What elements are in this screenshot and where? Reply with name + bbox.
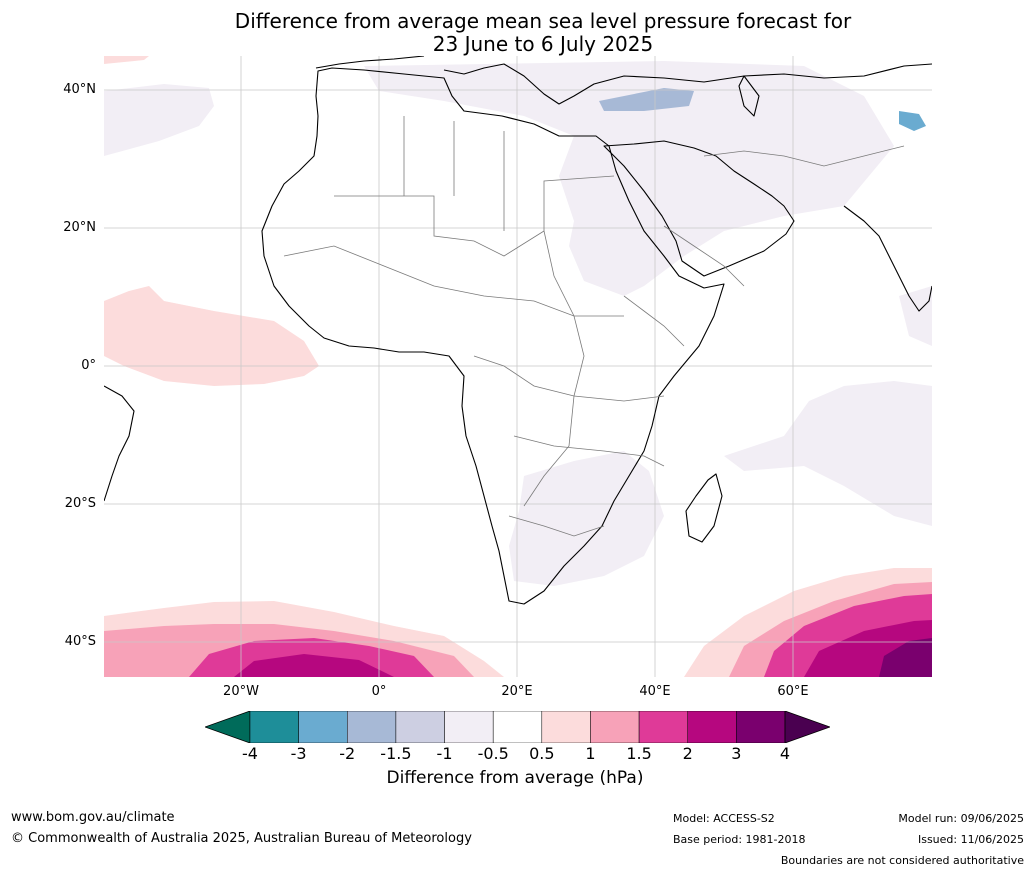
shade-negative-middle-east: [364, 61, 894, 296]
colorbar-tick-label: -0.5: [477, 744, 509, 763]
shade-positive-north-edge: [104, 56, 149, 64]
coastlines: [104, 56, 932, 605]
madagascar-coastline: [685, 473, 723, 543]
footer-base-period: Base period: 1981-2018: [673, 833, 806, 846]
lat-tick-20n: 20°N: [63, 220, 96, 235]
colorbar-cell: [541, 711, 591, 743]
shade-negative-arabian: [899, 286, 932, 346]
lon-tick-60e: 60°E: [777, 684, 809, 699]
shade-negative-indian-ocean: [724, 381, 932, 526]
colorbar-title: Difference from average (hPa): [386, 768, 644, 788]
lon-tick-20w: 20°W: [223, 684, 259, 699]
lon-tick-40e: 40°E: [639, 684, 671, 699]
footer-website[interactable]: www.bom.gov.au/climate: [11, 810, 175, 825]
colorbar-cell: [395, 711, 445, 743]
title-line-2: 23 June to 6 July 2025: [432, 32, 654, 56]
lat-tick-40n: 40°N: [63, 82, 96, 97]
colorbar-cell: [444, 711, 494, 743]
colorbar-cell: [590, 711, 640, 743]
india-coastline: [843, 205, 932, 312]
shade-negative-east-med: [599, 88, 694, 111]
lat-tick-20s: 20°S: [64, 496, 96, 511]
anomaly-shading: [104, 56, 932, 677]
colorbar-tick-label: -1: [436, 744, 453, 763]
colorbar-cell: [347, 711, 397, 743]
colorbar-cell: [492, 711, 543, 743]
colorbar-tick-label: -2: [339, 744, 356, 763]
footer-issued: Issued: 11/06/2025: [917, 833, 1024, 846]
colorbar-tick-label: 0.5: [529, 744, 555, 763]
colorbar-cell: [687, 711, 737, 743]
footer-copyright: © Commonwealth of Australia 2025, Austra…: [11, 831, 472, 846]
colorbar: [205, 711, 830, 743]
lon-tick-0: 0°: [371, 684, 387, 699]
shade-positive-equatorial-atlantic: [104, 286, 319, 386]
footer-model-run: Model run: 09/06/2025: [898, 812, 1024, 825]
colorbar-tick-label: -4: [242, 744, 258, 763]
colorbar-cell: [249, 711, 299, 743]
footer-disclaimer: Boundaries are not considered authoritat…: [780, 854, 1024, 867]
colorbar-cell: [638, 711, 688, 743]
colorbar-tick-label: -1.5: [380, 744, 412, 763]
map-title: Difference from average mean sea level p…: [0, 10, 1035, 56]
colorbar-arrow-low: [205, 711, 251, 743]
map-panel: [104, 56, 932, 677]
colorbar-tick-label: 1.5: [626, 744, 652, 763]
lon-tick-20e: 20°E: [501, 684, 533, 699]
shade-negative-tibet: [899, 111, 926, 131]
colorbar-cell: [298, 711, 348, 743]
country-borders: [283, 116, 905, 537]
south-america-coastline: [104, 385, 135, 502]
africa-coastline: [261, 67, 725, 605]
shade-positive4-south-atlantic: [234, 654, 394, 677]
lat-tick-0: 0°: [81, 358, 96, 373]
lat-tick-40s: 40°S: [64, 634, 96, 649]
colorbar-tick-label: 3: [731, 744, 742, 763]
colorbar-cells: [249, 711, 786, 743]
colorbar-tick-label: 1: [585, 744, 596, 763]
caspian-coastline: [738, 75, 760, 117]
shade-negative-southern-africa: [509, 451, 664, 586]
shade-positive5-south-indian: [879, 638, 932, 677]
shade-negative-north-atlantic: [104, 84, 214, 156]
colorbar-tick-label: 4: [779, 744, 791, 763]
graticule: [104, 56, 932, 677]
colorbar-arrow-high: [784, 711, 830, 743]
colorbar-cell: [736, 711, 786, 743]
arabia-coastline: [603, 140, 795, 277]
europe-coastline: [315, 56, 932, 105]
title-line-1: Difference from average mean sea level p…: [234, 9, 852, 33]
footer-model: Model: ACCESS-S2: [673, 812, 775, 825]
colorbar-tick-label: 2: [682, 744, 693, 763]
colorbar-tick-label: -3: [290, 744, 307, 763]
map-canvas: [104, 56, 932, 677]
